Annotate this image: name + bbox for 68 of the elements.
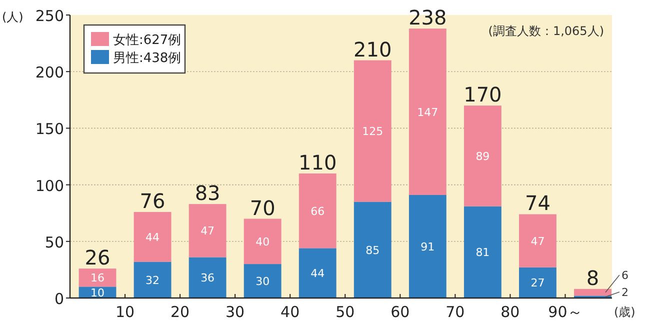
total-label: 26	[84, 246, 110, 270]
data-label: 66	[310, 204, 325, 218]
total-label: 110	[298, 150, 337, 174]
data-label: 30	[256, 275, 270, 288]
total-label: 210	[354, 37, 392, 62]
bar	[574, 288, 612, 296]
legend-label: 女性:627例	[113, 33, 182, 48]
y-tick-label: 100	[35, 176, 64, 195]
total-label: 170	[464, 82, 502, 107]
data-label: 16	[90, 272, 105, 285]
x-axis-title: (歳)	[614, 305, 636, 319]
bar	[188, 257, 226, 298]
data-label: 47	[530, 234, 545, 248]
legend-label: 男性:438例	[113, 51, 182, 66]
y-axis-title: (人)	[2, 10, 24, 24]
total-label: 8	[586, 266, 600, 290]
data-label: 91	[420, 240, 435, 254]
data-label: 125	[362, 125, 384, 138]
data-label: 36	[200, 272, 215, 285]
x-tick-label: 10	[115, 303, 135, 321]
data-label: 147	[417, 106, 438, 119]
data-label: 47	[200, 224, 215, 238]
bar	[298, 248, 336, 298]
x-tick-label: 40	[280, 303, 300, 321]
bar	[354, 202, 392, 298]
data-label: 40	[256, 235, 270, 248]
bar	[134, 212, 172, 262]
x-tick-label: 20	[170, 303, 190, 321]
bar	[408, 28, 446, 195]
x-tick-label: 80	[500, 303, 520, 321]
x-tick-label: 90～	[548, 303, 582, 321]
x-tick-label: 30	[226, 303, 245, 321]
x-tick-label: 60	[390, 303, 410, 321]
data-label: 89	[476, 150, 490, 163]
x-tick-label: 50	[336, 303, 355, 321]
bar	[464, 106, 502, 206]
y-tick-label: 150	[35, 120, 64, 138]
bar	[408, 194, 446, 298]
y-tick-label: 50	[44, 233, 64, 252]
annotation: (調査人数：1,065人)	[488, 24, 604, 38]
bar	[464, 206, 502, 298]
total-label: 238	[408, 6, 447, 30]
x-tick-label: 70	[446, 303, 465, 321]
bar	[354, 60, 392, 202]
y-tick-label: 200	[35, 64, 64, 82]
bar	[78, 268, 116, 287]
bar	[519, 214, 556, 268]
y-tick-label: 0	[54, 290, 64, 308]
total-label: 74	[524, 191, 550, 216]
data-label: 85	[366, 244, 380, 257]
data-label: 32	[146, 274, 160, 287]
total-label: 83	[194, 181, 220, 206]
bar	[519, 267, 556, 298]
data-label: 44	[146, 230, 160, 244]
bar	[298, 173, 336, 248]
data-label: 10	[90, 286, 105, 300]
data-label: 6	[621, 269, 628, 282]
data-label: 2	[621, 286, 628, 299]
bar	[134, 262, 172, 298]
bar	[244, 218, 282, 264]
bar	[188, 204, 226, 258]
data-label: 27	[530, 276, 545, 290]
y-tick-label: 250	[35, 7, 64, 25]
data-label: 81	[476, 246, 490, 260]
bar	[244, 264, 282, 298]
total-label: 76	[140, 188, 166, 213]
total-label: 70	[250, 196, 276, 220]
data-label: 44	[310, 267, 325, 280]
